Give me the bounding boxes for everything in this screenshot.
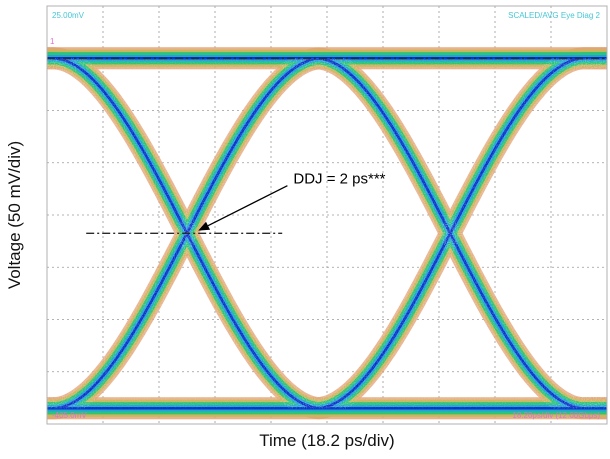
scope-label-top-right: SCALED/AVG Eye Diag 2 xyxy=(508,11,600,20)
annotation-arrowhead xyxy=(198,221,211,231)
annotation-group: DDJ = 2 ps*** xyxy=(198,171,386,231)
scope-label-bottom-left: -405.0mV xyxy=(52,411,87,420)
scope-label-top-left: 25.00mV xyxy=(52,11,85,20)
plot-frame xyxy=(46,5,608,425)
annotation-arrow xyxy=(207,185,288,227)
reference-lines xyxy=(47,57,607,234)
x-axis-label: Time (18.2 ps/div) xyxy=(259,431,394,450)
trace-noise-hhl xyxy=(47,47,607,420)
y-axis-label: Voltage (50 mV/div) xyxy=(5,141,24,289)
scope-label-bottom-right: 18.20ps/div (12.00Gbps) xyxy=(512,411,600,420)
trace-noise-llh xyxy=(47,47,607,420)
scope-label-marker: 1 xyxy=(50,37,55,46)
annotation-ddj: DDJ = 2 ps*** xyxy=(293,171,385,188)
